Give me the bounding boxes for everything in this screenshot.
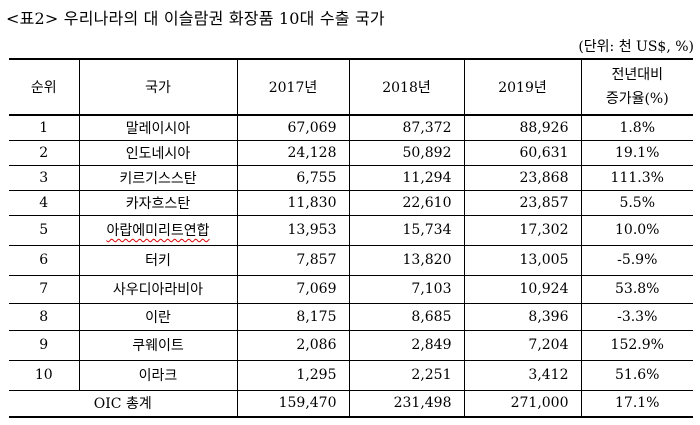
change-cell: 53.8% bbox=[580, 274, 693, 304]
unit-note: (단위: 천 US$, %) bbox=[578, 39, 694, 55]
country-cell: 터키 bbox=[78, 244, 238, 276]
value-2019-cell: 3,412 bbox=[463, 359, 582, 391]
rank-cell: 9 bbox=[9, 329, 80, 361]
table-row: 6 터키 7,857 13,820 13,005 -5.9% bbox=[9, 244, 693, 276]
total-2017-cell: 159,470 bbox=[236, 389, 350, 418]
value-2018-cell: 22,610 bbox=[348, 189, 465, 216]
header-change-line2: 증가율(%) bbox=[605, 91, 669, 107]
value-2017-cell: 8,175 bbox=[236, 302, 350, 331]
value-2018-cell: 11,294 bbox=[348, 164, 465, 191]
rank-cell: 2 bbox=[9, 139, 80, 166]
value-2018-cell: 50,892 bbox=[348, 139, 465, 166]
country-cell: 아랍에미리트연합 bbox=[78, 214, 238, 246]
value-2018-cell: 15,734 bbox=[348, 214, 465, 246]
country-cell: 인도네시아 bbox=[78, 139, 238, 166]
rank-cell: 6 bbox=[9, 244, 80, 276]
value-2019-cell: 7,204 bbox=[463, 329, 582, 361]
header-country: 국가 bbox=[78, 58, 238, 116]
rank-cell: 7 bbox=[9, 274, 80, 304]
table-row: 3 키르기스스탄 6,755 11,294 23,868 111.3% bbox=[9, 164, 693, 191]
total-row: OIC 총계 159,470 231,498 271,000 17.1% bbox=[9, 389, 693, 418]
table-row: 10 이라크 1,295 2,251 3,412 51.6% bbox=[9, 359, 693, 391]
value-2017-cell: 11,830 bbox=[236, 189, 350, 216]
change-cell: 1.8% bbox=[580, 114, 693, 141]
change-cell: 51.6% bbox=[580, 359, 693, 391]
value-2017-cell: 6,755 bbox=[236, 164, 350, 191]
rank-cell: 10 bbox=[9, 359, 80, 391]
country-cell: 말레이시아 bbox=[78, 114, 238, 141]
value-2017-cell: 7,069 bbox=[236, 274, 350, 304]
header-rank: 순위 bbox=[9, 58, 80, 116]
rank-cell: 1 bbox=[9, 114, 80, 141]
value-2019-cell: 17,302 bbox=[463, 214, 582, 246]
value-2019-cell: 13,005 bbox=[463, 244, 582, 276]
total-change-cell: 17.1% bbox=[580, 389, 693, 418]
value-2018-cell: 8,685 bbox=[348, 302, 465, 331]
document-title: <표2> 우리나라의 대 이슬람권 화장품 10대 수출 국가 bbox=[6, 9, 385, 28]
value-2018-cell: 2,251 bbox=[348, 359, 465, 391]
header-change-line1: 전년대비 bbox=[611, 67, 664, 83]
rank-cell: 3 bbox=[9, 164, 80, 191]
change-cell: 5.5% bbox=[580, 189, 693, 216]
country-name-underlined: 아랍에미리트연합 bbox=[106, 223, 210, 239]
value-2019-cell: 8,396 bbox=[463, 302, 582, 331]
total-2018-cell: 231,498 bbox=[348, 389, 465, 418]
header-2018: 2018년 bbox=[348, 58, 465, 116]
change-cell: 111.3% bbox=[580, 164, 693, 191]
value-2018-cell: 87,372 bbox=[348, 114, 465, 141]
value-2019-cell: 10,924 bbox=[463, 274, 582, 304]
value-2019-cell: 88,926 bbox=[463, 114, 582, 141]
table-row: 1 말레이시아 67,069 87,372 88,926 1.8% bbox=[9, 114, 693, 141]
export-table: 순위 국가 2017년 2018년 2019년 전년대비 증가율(%) 1 말레… bbox=[9, 58, 693, 418]
table-row: 7 사우디아라비아 7,069 7,103 10,924 53.8% bbox=[9, 274, 693, 304]
country-cell: 이란 bbox=[78, 302, 238, 331]
value-2019-cell: 60,631 bbox=[463, 139, 582, 166]
value-2018-cell: 13,820 bbox=[348, 244, 465, 276]
table-row: 8 이란 8,175 8,685 8,396 -3.3% bbox=[9, 302, 693, 331]
value-2019-cell: 23,857 bbox=[463, 189, 582, 216]
rank-cell: 5 bbox=[9, 214, 80, 246]
country-cell: 키르기스스탄 bbox=[78, 164, 238, 191]
value-2017-cell: 7,857 bbox=[236, 244, 350, 276]
header-2017: 2017년 bbox=[236, 58, 350, 116]
value-2017-cell: 24,128 bbox=[236, 139, 350, 166]
country-cell: 카자흐스탄 bbox=[78, 189, 238, 216]
value-2019-cell: 23,868 bbox=[463, 164, 582, 191]
table-header-row: 순위 국가 2017년 2018년 2019년 전년대비 증가율(%) bbox=[9, 58, 693, 116]
value-2018-cell: 7,103 bbox=[348, 274, 465, 304]
table-row: 5 아랍에미리트연합 13,953 15,734 17,302 10.0% bbox=[9, 214, 693, 246]
table-row: 4 카자흐스탄 11,830 22,610 23,857 5.5% bbox=[9, 189, 693, 216]
value-2017-cell: 1,295 bbox=[236, 359, 350, 391]
country-cell: 이라크 bbox=[78, 359, 238, 391]
value-2017-cell: 13,953 bbox=[236, 214, 350, 246]
rank-cell: 8 bbox=[9, 302, 80, 331]
table-row: 2 인도네시아 24,128 50,892 60,631 19.1% bbox=[9, 139, 693, 166]
change-cell: -3.3% bbox=[580, 302, 693, 331]
country-cell: 사우디아라비아 bbox=[78, 274, 238, 304]
total-2019-cell: 271,000 bbox=[463, 389, 582, 418]
change-cell: 10.0% bbox=[580, 214, 693, 246]
rank-cell: 4 bbox=[9, 189, 80, 216]
change-cell: 152.9% bbox=[580, 329, 693, 361]
value-2017-cell: 67,069 bbox=[236, 114, 350, 141]
value-2018-cell: 2,849 bbox=[348, 329, 465, 361]
change-cell: 19.1% bbox=[580, 139, 693, 166]
header-change: 전년대비 증가율(%) bbox=[580, 58, 693, 116]
change-cell: -5.9% bbox=[580, 244, 693, 276]
table-row: 9 쿠웨이트 2,086 2,849 7,204 152.9% bbox=[9, 329, 693, 361]
country-cell: 쿠웨이트 bbox=[78, 329, 238, 361]
total-label: OIC 총계 bbox=[9, 389, 238, 418]
value-2017-cell: 2,086 bbox=[236, 329, 350, 361]
header-2019: 2019년 bbox=[463, 58, 582, 116]
